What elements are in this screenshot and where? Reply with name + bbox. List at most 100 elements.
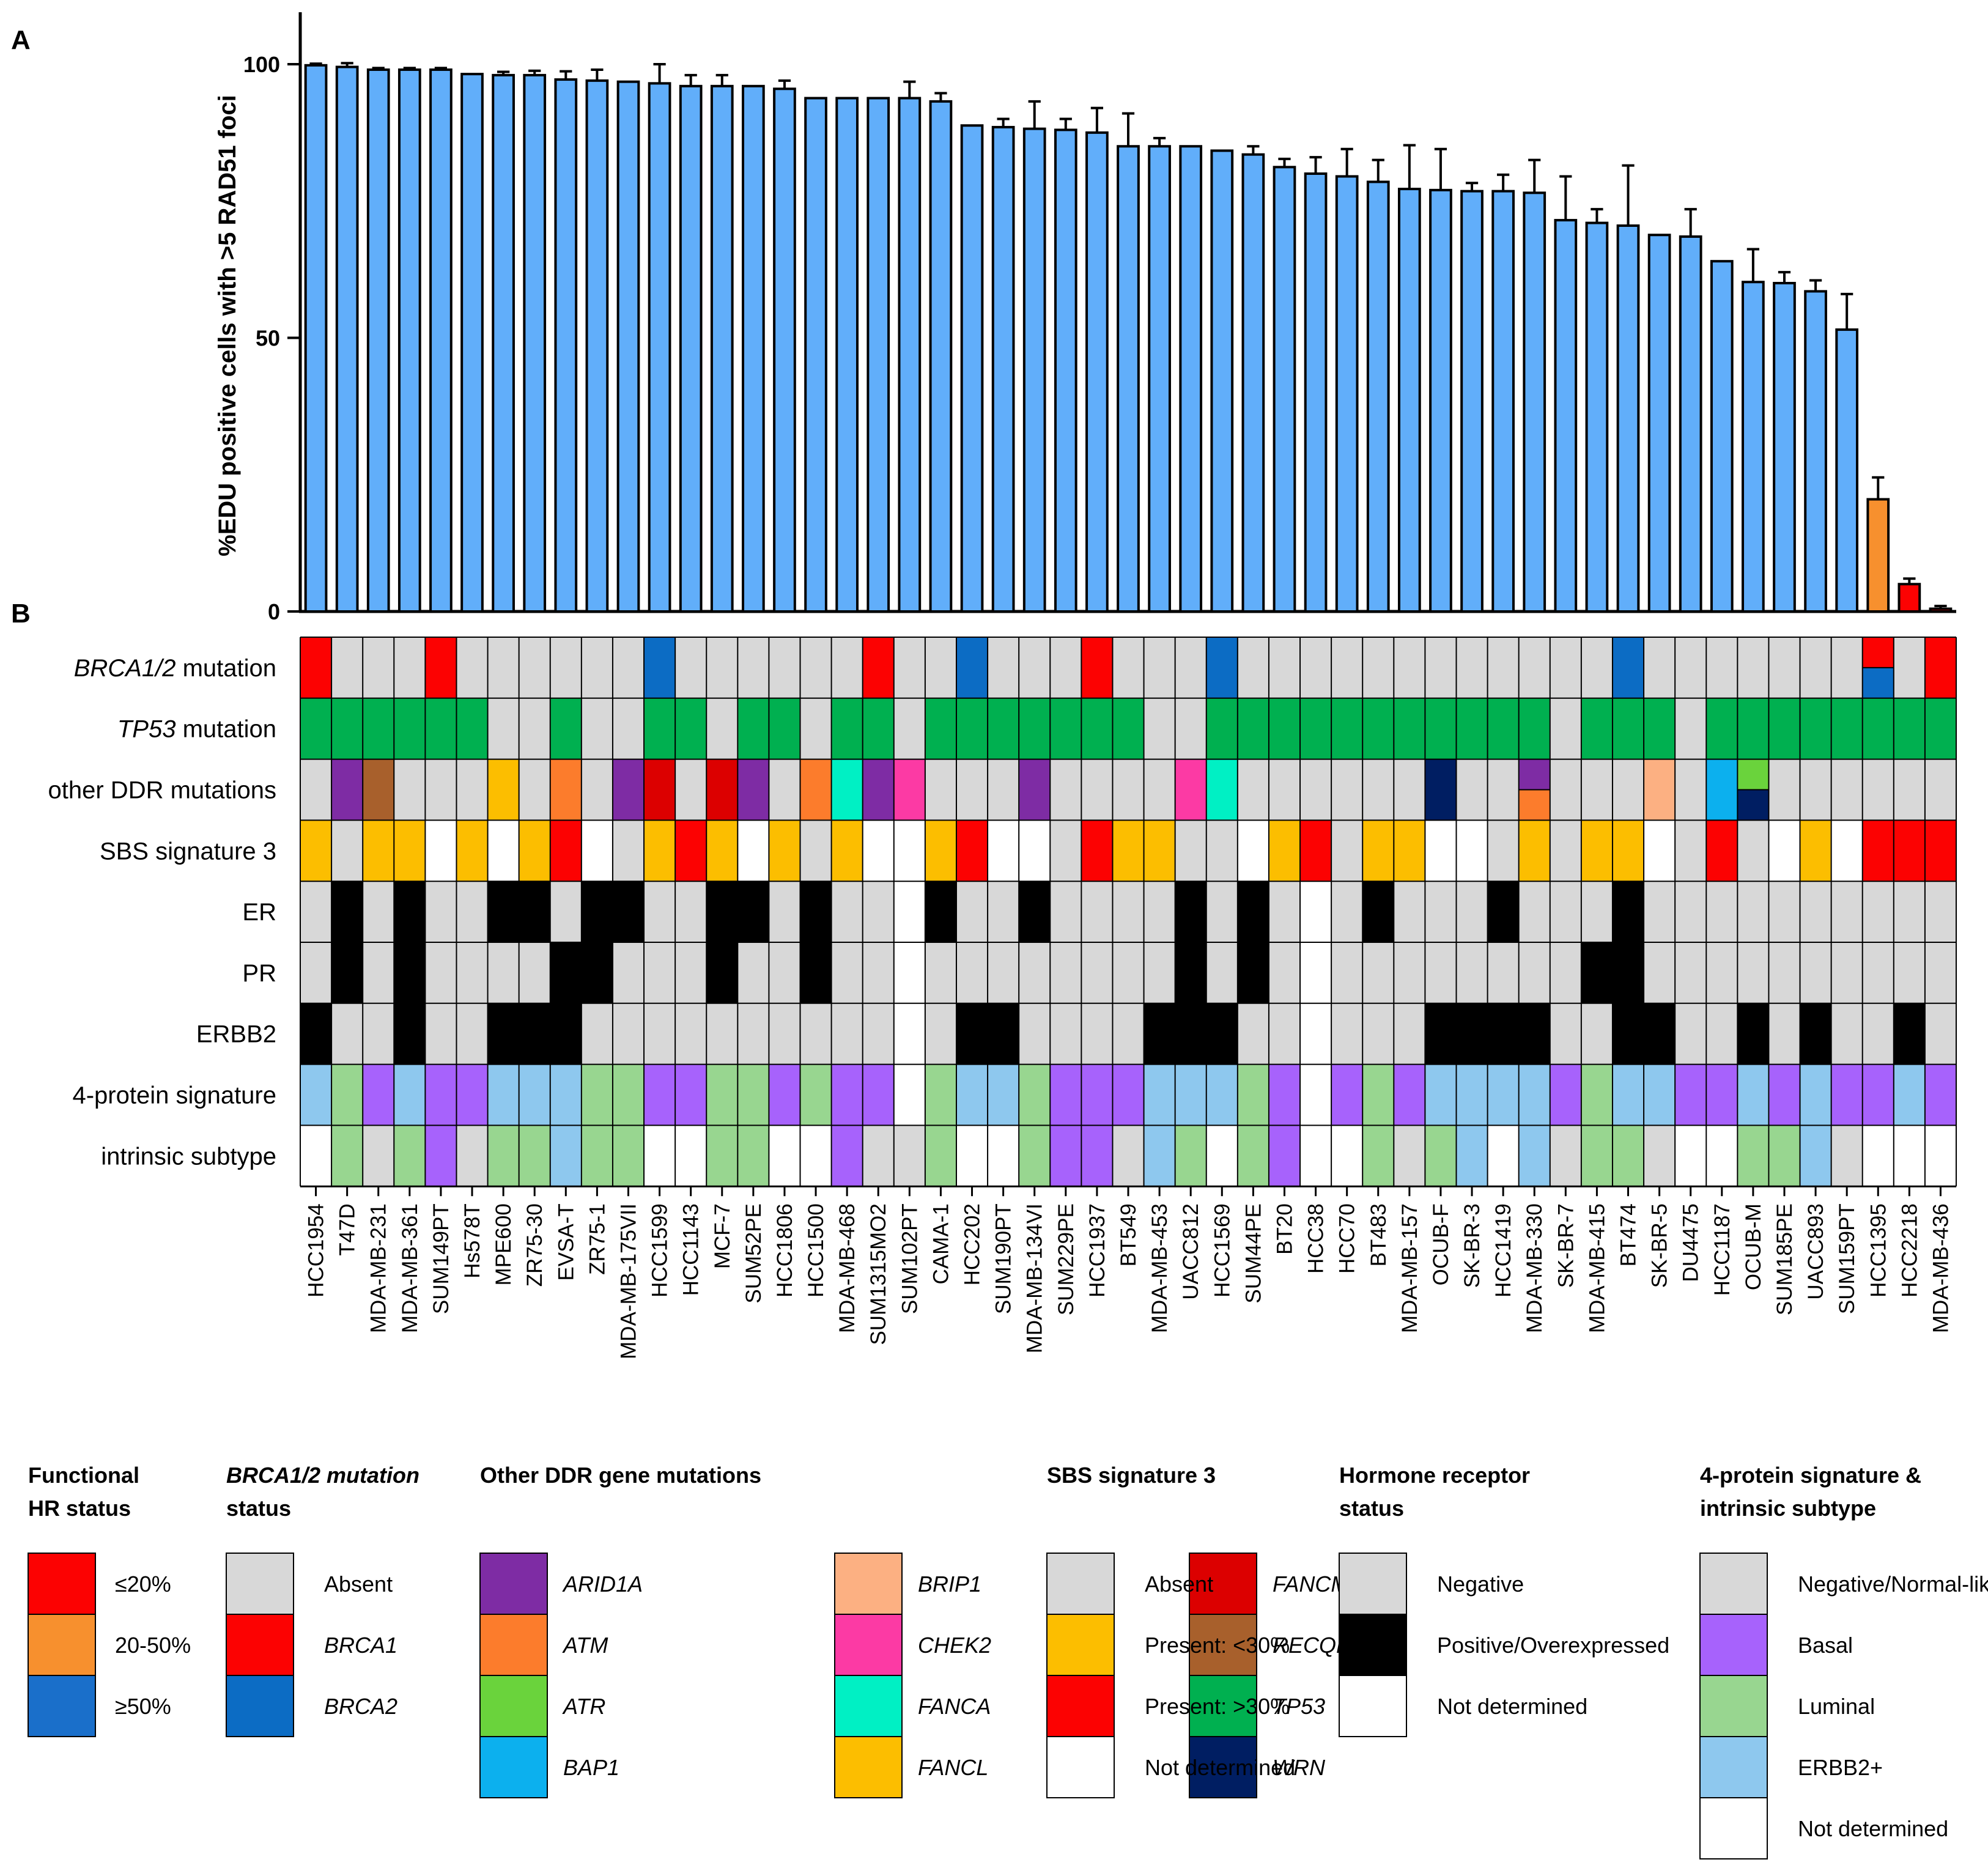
cell-Absent bbox=[487, 698, 519, 759]
legend-swatch-20-50% bbox=[28, 1614, 96, 1676]
cell-Negative bbox=[1456, 881, 1488, 942]
legend-label-ERBB2+: ERBB2+ bbox=[1798, 1755, 1883, 1780]
legend-label-20-50%: 20-50% bbox=[115, 1633, 191, 1658]
legend-label-Luminal: Luminal bbox=[1798, 1694, 1875, 1719]
cell-FANCM bbox=[644, 759, 676, 821]
cell-Present: <30% bbox=[706, 820, 738, 882]
x-tick-label-MDA-MB-468: MDA-MB-468 bbox=[835, 1203, 859, 1333]
annotation-heatmap: BRCA1/2 mutation TP53 mutation other DDR m… bbox=[48, 637, 1957, 1359]
cell-Positive/Overexpressed bbox=[394, 1003, 426, 1065]
cell-Not determined bbox=[1675, 1125, 1707, 1187]
cell-Present: >30% bbox=[956, 820, 988, 882]
cell-Absent bbox=[1675, 637, 1707, 698]
cell-Negative bbox=[519, 942, 550, 1003]
cell-Absent bbox=[550, 637, 582, 698]
cell-Absent bbox=[1831, 637, 1863, 698]
cell-Present: >30% bbox=[1706, 820, 1738, 882]
cell-Negative bbox=[1081, 881, 1113, 942]
legend-label-≥50%: ≥50% bbox=[115, 1694, 171, 1719]
cell-ERBB2+ bbox=[1612, 1064, 1644, 1126]
legend-label-BAP1: BAP1 bbox=[563, 1755, 619, 1780]
cell-Negative bbox=[300, 942, 332, 1003]
cell-Negative bbox=[1268, 942, 1301, 1003]
cell-Negative bbox=[363, 881, 394, 942]
bar-MCF-7 bbox=[710, 84, 734, 613]
cell-Not determined bbox=[988, 820, 1019, 882]
cell-FANCL bbox=[487, 759, 519, 821]
legend-swatch-WRN bbox=[1189, 1736, 1257, 1798]
legend-swatch-ATM bbox=[479, 1614, 548, 1676]
legend-title: intrinsic subtype bbox=[1700, 1496, 1876, 1521]
cell-Negative bbox=[675, 942, 707, 1003]
cell-Positive/Overexpressed bbox=[550, 942, 582, 1003]
x-tick-label-HCC1937: HCC1937 bbox=[1085, 1203, 1109, 1298]
bar-SUM159PT bbox=[1835, 328, 1859, 613]
cell-Absent bbox=[769, 759, 800, 821]
cell-Not determined bbox=[1300, 942, 1332, 1003]
cell-Negative bbox=[1394, 942, 1425, 1003]
bar-MDA-MB-330 bbox=[1523, 191, 1546, 613]
cell-ARID1A bbox=[737, 759, 769, 821]
cell-ERBB2+ bbox=[550, 1125, 582, 1187]
cell-TP53 bbox=[1893, 698, 1925, 759]
x-tick-label-HCC1569: HCC1569 bbox=[1210, 1203, 1234, 1298]
cell-Absent bbox=[1112, 759, 1144, 821]
bar-T47D bbox=[335, 65, 359, 613]
cell-TP53 bbox=[1518, 698, 1550, 759]
cell-Positive/Overexpressed bbox=[956, 1003, 988, 1065]
cell-Absent bbox=[1112, 637, 1144, 698]
cell-ERBB2+ bbox=[1518, 1125, 1550, 1187]
legend-swatch-FANCL bbox=[834, 1736, 903, 1798]
bar-HCC1954 bbox=[304, 64, 328, 613]
cell-Absent bbox=[956, 759, 988, 821]
cell-Absent bbox=[519, 637, 550, 698]
cell-Negative bbox=[1862, 942, 1894, 1003]
cell-Basal bbox=[1924, 1064, 1956, 1126]
cell-Not determined bbox=[581, 820, 613, 882]
x-tick-label-ZR75-1: ZR75-1 bbox=[585, 1203, 609, 1275]
legend-title: Hormone receptor bbox=[1339, 1463, 1530, 1488]
cell-Present: <30% bbox=[1394, 820, 1425, 882]
cell-Absent bbox=[612, 698, 645, 759]
x-tick-label-UACC893: UACC893 bbox=[1804, 1203, 1828, 1300]
cell-Not determined bbox=[1862, 1125, 1894, 1187]
cell-Absent bbox=[1019, 637, 1051, 698]
cell-Not determined bbox=[425, 820, 457, 882]
cell-Present: <30% bbox=[1518, 820, 1550, 882]
cell-TP53 bbox=[956, 698, 988, 759]
cell-ERBB2+ bbox=[1737, 1064, 1769, 1126]
legend-label-Absent: Absent bbox=[324, 1571, 393, 1597]
cell-BRCA1 bbox=[425, 637, 457, 698]
cell-Not determined bbox=[862, 820, 894, 882]
row-label: SBS signature 3 bbox=[100, 838, 276, 865]
x-tick-label-SUM185PE: SUM185PE bbox=[1773, 1203, 1797, 1315]
cell-Negative bbox=[1237, 1003, 1269, 1065]
cell-Not determined bbox=[1331, 1125, 1363, 1187]
cell-Absent bbox=[1893, 637, 1925, 698]
cell-ERBB2+ bbox=[1644, 1064, 1676, 1126]
cell-Not determined bbox=[1300, 1125, 1332, 1187]
cell-Present: >30% bbox=[1081, 820, 1113, 882]
cell-Absent bbox=[1800, 759, 1831, 821]
cell-Positive/Overexpressed bbox=[1206, 1003, 1238, 1065]
cell-Absent bbox=[519, 698, 550, 759]
legend-label-Absent: Absent bbox=[1145, 1571, 1213, 1597]
cell-Negative bbox=[363, 1003, 394, 1065]
cell-Luminal bbox=[581, 1064, 613, 1126]
cell-Absent bbox=[1644, 637, 1676, 698]
cell-Absent bbox=[1300, 759, 1332, 821]
cell-Basal bbox=[1394, 1064, 1425, 1126]
cell-Absent bbox=[300, 759, 332, 821]
cell-Positive/Overexpressed bbox=[550, 1003, 582, 1065]
cell-Negative bbox=[956, 942, 988, 1003]
legend-label-FANCM: FANCM bbox=[1273, 1571, 1349, 1597]
cell-Absent bbox=[1487, 759, 1519, 821]
cell-Luminal bbox=[1237, 1125, 1269, 1187]
cell-Positive/Overexpressed bbox=[1737, 1003, 1769, 1065]
cell-Absent bbox=[1144, 759, 1175, 821]
cell-Positive/Overexpressed bbox=[737, 881, 769, 942]
cell-Absent bbox=[581, 759, 613, 821]
cell-ERBB2+ bbox=[988, 1064, 1019, 1126]
cell-Negative bbox=[1331, 1003, 1363, 1065]
cell-TP53 bbox=[1019, 698, 1051, 759]
